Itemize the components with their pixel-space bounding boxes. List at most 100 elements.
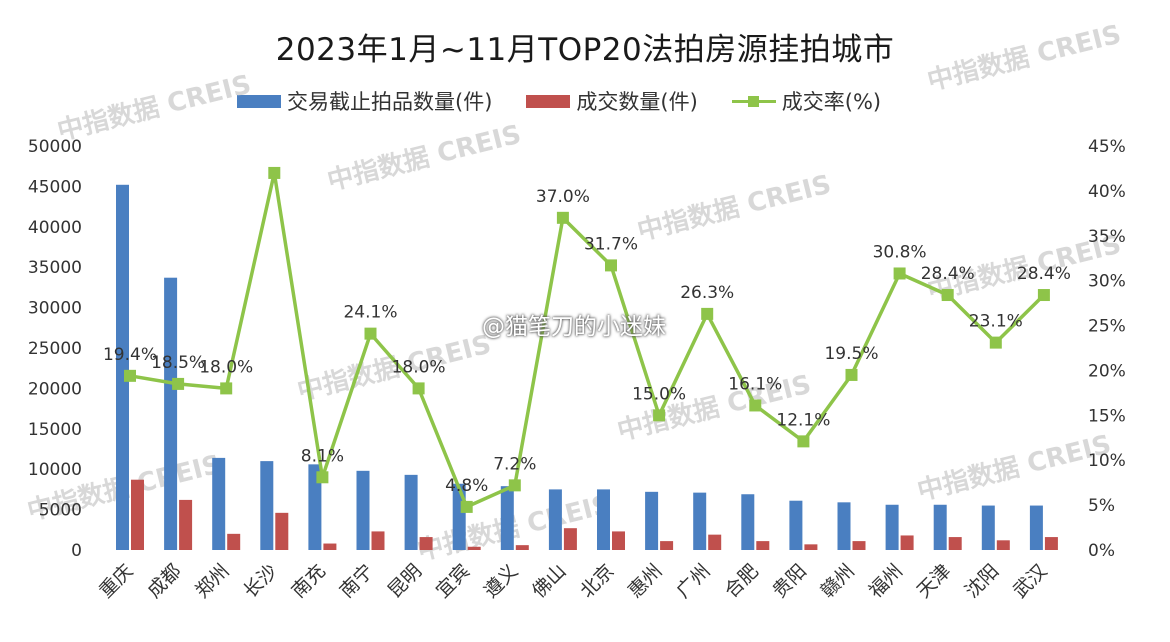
bar-listings: [500, 486, 514, 550]
bar-deals: [131, 479, 144, 550]
left-tick-label: 0: [71, 541, 82, 561]
left-tick-label: 35000: [28, 258, 82, 278]
bar-listings: [645, 491, 659, 550]
bar-deals: [275, 512, 289, 550]
right-tick-label: 5%: [1088, 496, 1115, 516]
category-label: 北京: [576, 560, 618, 602]
left-tick-label: 50000: [28, 137, 82, 157]
bar-deals: [1044, 537, 1058, 550]
category-label: 重庆: [95, 560, 137, 602]
rate-marker: [1037, 289, 1050, 302]
bar-listings: [933, 504, 947, 550]
watermark-text: 中指数据 CREIS: [614, 370, 814, 447]
rate-data-label: 12.1%: [776, 410, 830, 430]
category-label: 南宁: [336, 560, 378, 602]
legend-item-rate: 成交率(%): [731, 86, 881, 116]
watermark-text: 中指数据 CREIS: [414, 490, 614, 567]
bar-deals: [996, 540, 1010, 550]
bar-listings: [837, 502, 851, 550]
bar-deals: [179, 499, 193, 550]
right-tick-label: 45%: [1088, 137, 1126, 157]
left-tick-label: 30000: [28, 299, 82, 319]
right-tick-label: 25%: [1088, 317, 1126, 337]
bar-listings: [308, 464, 322, 550]
bar-deals: [419, 537, 433, 550]
category-label: 武汉: [1009, 560, 1051, 602]
rate-data-label: 19.5%: [824, 344, 878, 364]
category-label: 南充: [287, 560, 329, 602]
rate-data-label: 37.0%: [536, 187, 590, 207]
weibo-watermark: @猫笔刀的小迷妹: [450, 307, 666, 341]
bar-deals: [612, 531, 625, 550]
legend-label-deals: 成交数量(件): [576, 90, 698, 114]
rate-marker: [412, 382, 425, 395]
legend-label-listings: 交易截止拍品数量(件): [287, 90, 493, 114]
bar-deals: [227, 533, 241, 550]
category-label: 天津: [913, 560, 955, 602]
rate-marker: [220, 382, 233, 395]
bar-listings: [1029, 505, 1043, 550]
right-axis: 0% 5% 10% 15% 20% 25% 30% 35% 40% 45%: [1088, 137, 1126, 561]
left-tick-label: 10000: [28, 460, 82, 480]
right-tick-label: 15%: [1088, 406, 1126, 426]
bar-deals: [515, 545, 529, 550]
watermark-text: 中指数据 CREIS: [924, 20, 1124, 97]
bar-listings: [356, 470, 370, 550]
bar-deals: [467, 546, 481, 550]
bar-deals: [852, 541, 866, 550]
bar-listings: [548, 489, 562, 550]
category-label: 长沙: [239, 560, 281, 602]
rate-line: [129, 171, 1046, 509]
bar-deals: [948, 537, 962, 550]
bar-listings: [164, 277, 178, 550]
rate-marker: [893, 267, 906, 280]
left-tick-label: 15000: [28, 420, 82, 440]
rate-marker: [845, 368, 858, 381]
rate-data-label: 24.1%: [343, 303, 397, 323]
legend-item-deals: 成交数量(件): [526, 86, 698, 116]
bar-listings: [789, 500, 803, 550]
bar-deals: [708, 534, 722, 550]
left-tick-label: 40000: [28, 218, 82, 238]
rate-marker: [364, 327, 377, 340]
rate-marker: [556, 211, 569, 224]
legend: 交易截止拍品数量(件) 成交数量(件) 成交率(%): [237, 86, 915, 116]
rate-marker: [989, 336, 1002, 349]
rate-data-label: 28.4%: [1017, 264, 1071, 284]
rate-data-label: 23.1%: [969, 312, 1023, 332]
rate-marker: [268, 166, 281, 179]
category-label: 昆明: [384, 560, 426, 602]
category-label: 惠州: [624, 560, 666, 602]
rate-data-label: 19.4%: [103, 345, 157, 365]
rate-marker: [172, 377, 185, 390]
bar-listings: [404, 474, 418, 550]
watermark-text: 中指数据 CREIS: [54, 70, 254, 147]
weibo-icon: [450, 315, 474, 334]
bar-listings: [693, 492, 707, 550]
watermark-text: 中指数据 CREIS: [914, 430, 1114, 507]
category-label: 郑州: [191, 560, 233, 602]
right-tick-label: 10%: [1088, 451, 1126, 471]
category-label: 广州: [672, 560, 714, 602]
category-label: 成都: [143, 560, 185, 602]
rate-data-label: 31.7%: [584, 234, 638, 254]
rate-marker: [508, 479, 521, 492]
rate-data-label: 18.0%: [392, 357, 446, 377]
right-tick-label: 20%: [1088, 361, 1126, 381]
bar-deals: [323, 543, 337, 550]
line-series: 19.4%18.5%18.0%8.1%24.1%18.0%4.8%7.2%37.…: [103, 166, 1071, 513]
legend-item-listings: 交易截止拍品数量(件): [237, 86, 492, 116]
left-tick-label: 45000: [28, 177, 82, 197]
rate-marker: [460, 500, 473, 513]
bar-deals: [563, 528, 577, 550]
category-label: 沈阳: [961, 560, 1003, 602]
rate-marker: [605, 259, 617, 272]
bar-listings: [981, 505, 995, 550]
left-tick-label: 20000: [28, 379, 82, 399]
bar-deals: [900, 535, 914, 550]
left-axis: 0 5000 10000 15000 20000 25000 30000 35000 40000…: [28, 137, 82, 561]
chart-title: 2023年1月~11月TOP20法拍房源挂拍城市: [275, 32, 895, 68]
category-label: 福州: [865, 560, 907, 602]
right-tick-label: 30%: [1088, 272, 1126, 292]
